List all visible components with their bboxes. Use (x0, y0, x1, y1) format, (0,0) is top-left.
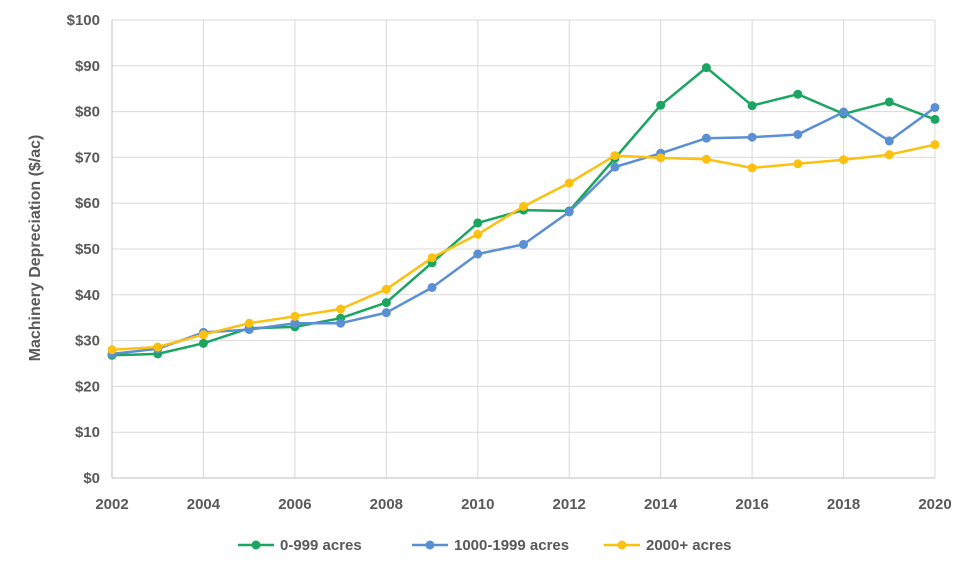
y-tick-label: $80 (75, 104, 100, 121)
data-point (519, 239, 528, 249)
y-tick-label: $90 (75, 58, 100, 75)
data-point (427, 282, 437, 292)
data-point (930, 140, 940, 150)
data-point (656, 100, 666, 110)
data-point (107, 345, 117, 355)
x-tick-label: 2012 (553, 496, 586, 513)
data-point (198, 330, 208, 340)
data-point (564, 207, 574, 217)
data-point (793, 89, 803, 99)
series-line (111, 106, 936, 356)
x-tick-label: 2016 (735, 496, 768, 513)
data-point (381, 298, 391, 308)
x-tick-label: 2006 (278, 496, 311, 513)
y-tick-label: $10 (75, 424, 100, 441)
data-point (930, 102, 940, 112)
data-point (701, 154, 711, 164)
legend-marker (617, 540, 627, 550)
axes (111, 20, 935, 479)
x-tick-label: 2008 (370, 496, 403, 513)
data-point (473, 218, 483, 228)
data-point (153, 342, 163, 352)
data-point (793, 130, 803, 139)
y-axis-title: Machinery Depreciation ($/ac) (27, 135, 44, 362)
x-tick-label: 2002 (95, 496, 128, 513)
data-point (701, 63, 711, 73)
legend-item: 1000-1999 acres (412, 537, 569, 554)
data-point (930, 114, 940, 124)
data-point (427, 253, 437, 263)
data-point (244, 325, 254, 335)
data-point (198, 338, 208, 348)
data-point (839, 107, 849, 117)
legend: 0-999 acres 1000-1999 acres 2000+ acres (238, 537, 732, 554)
data-point (884, 150, 894, 160)
data-point (473, 249, 483, 259)
legend-marker (425, 540, 435, 550)
data-point (473, 229, 483, 239)
x-tick-label: 2004 (187, 496, 221, 513)
data-point (884, 136, 894, 146)
data-point (793, 159, 803, 169)
data-point (336, 318, 346, 328)
x-tick-label: 2010 (461, 496, 494, 513)
x-tick-label: 2014 (644, 496, 678, 513)
tick-labels: $0 $10 $20 $30 $40 $50 $60 $70 $80 $90 $100 2002 200… (67, 12, 952, 513)
data-point (381, 308, 391, 318)
y-tick-label: $70 (75, 149, 100, 166)
data-point (290, 318, 300, 328)
data-point (747, 101, 757, 111)
data-point (381, 284, 391, 294)
legend-marker (251, 540, 261, 550)
series-2 (107, 140, 940, 355)
y-tick-label: $50 (75, 241, 100, 258)
y-tick-label: $0 (83, 470, 100, 487)
data-point (290, 311, 300, 321)
data-point (610, 162, 620, 172)
data-point (884, 97, 894, 107)
legend-item: 2000+ acres (604, 537, 732, 554)
y-tick-label: $20 (75, 378, 100, 395)
data-point (244, 318, 254, 328)
legend-label: 2000+ acres (646, 537, 732, 554)
data-point (747, 132, 757, 142)
data-point (610, 151, 620, 161)
data-point (656, 153, 666, 163)
series-1 (107, 102, 940, 359)
series-lines (107, 63, 940, 360)
data-point (701, 133, 711, 143)
data-point (839, 155, 849, 165)
data-point (747, 163, 757, 173)
series-0 (107, 63, 940, 360)
x-tick-label: 2018 (827, 496, 860, 513)
data-point (564, 178, 574, 188)
x-tick-label: 2020 (918, 496, 951, 513)
data-point (336, 304, 346, 314)
gridlines (111, 19, 936, 479)
legend-label: 1000-1999 acres (454, 537, 569, 554)
y-tick-label: $60 (75, 195, 100, 212)
data-point (519, 201, 528, 211)
y-tick-label: $100 (67, 12, 100, 29)
legend-label: 0-999 acres (280, 537, 362, 554)
y-tick-label: $40 (75, 287, 100, 304)
y-tick-label: $30 (75, 333, 100, 350)
legend-item: 0-999 acres (238, 537, 362, 554)
